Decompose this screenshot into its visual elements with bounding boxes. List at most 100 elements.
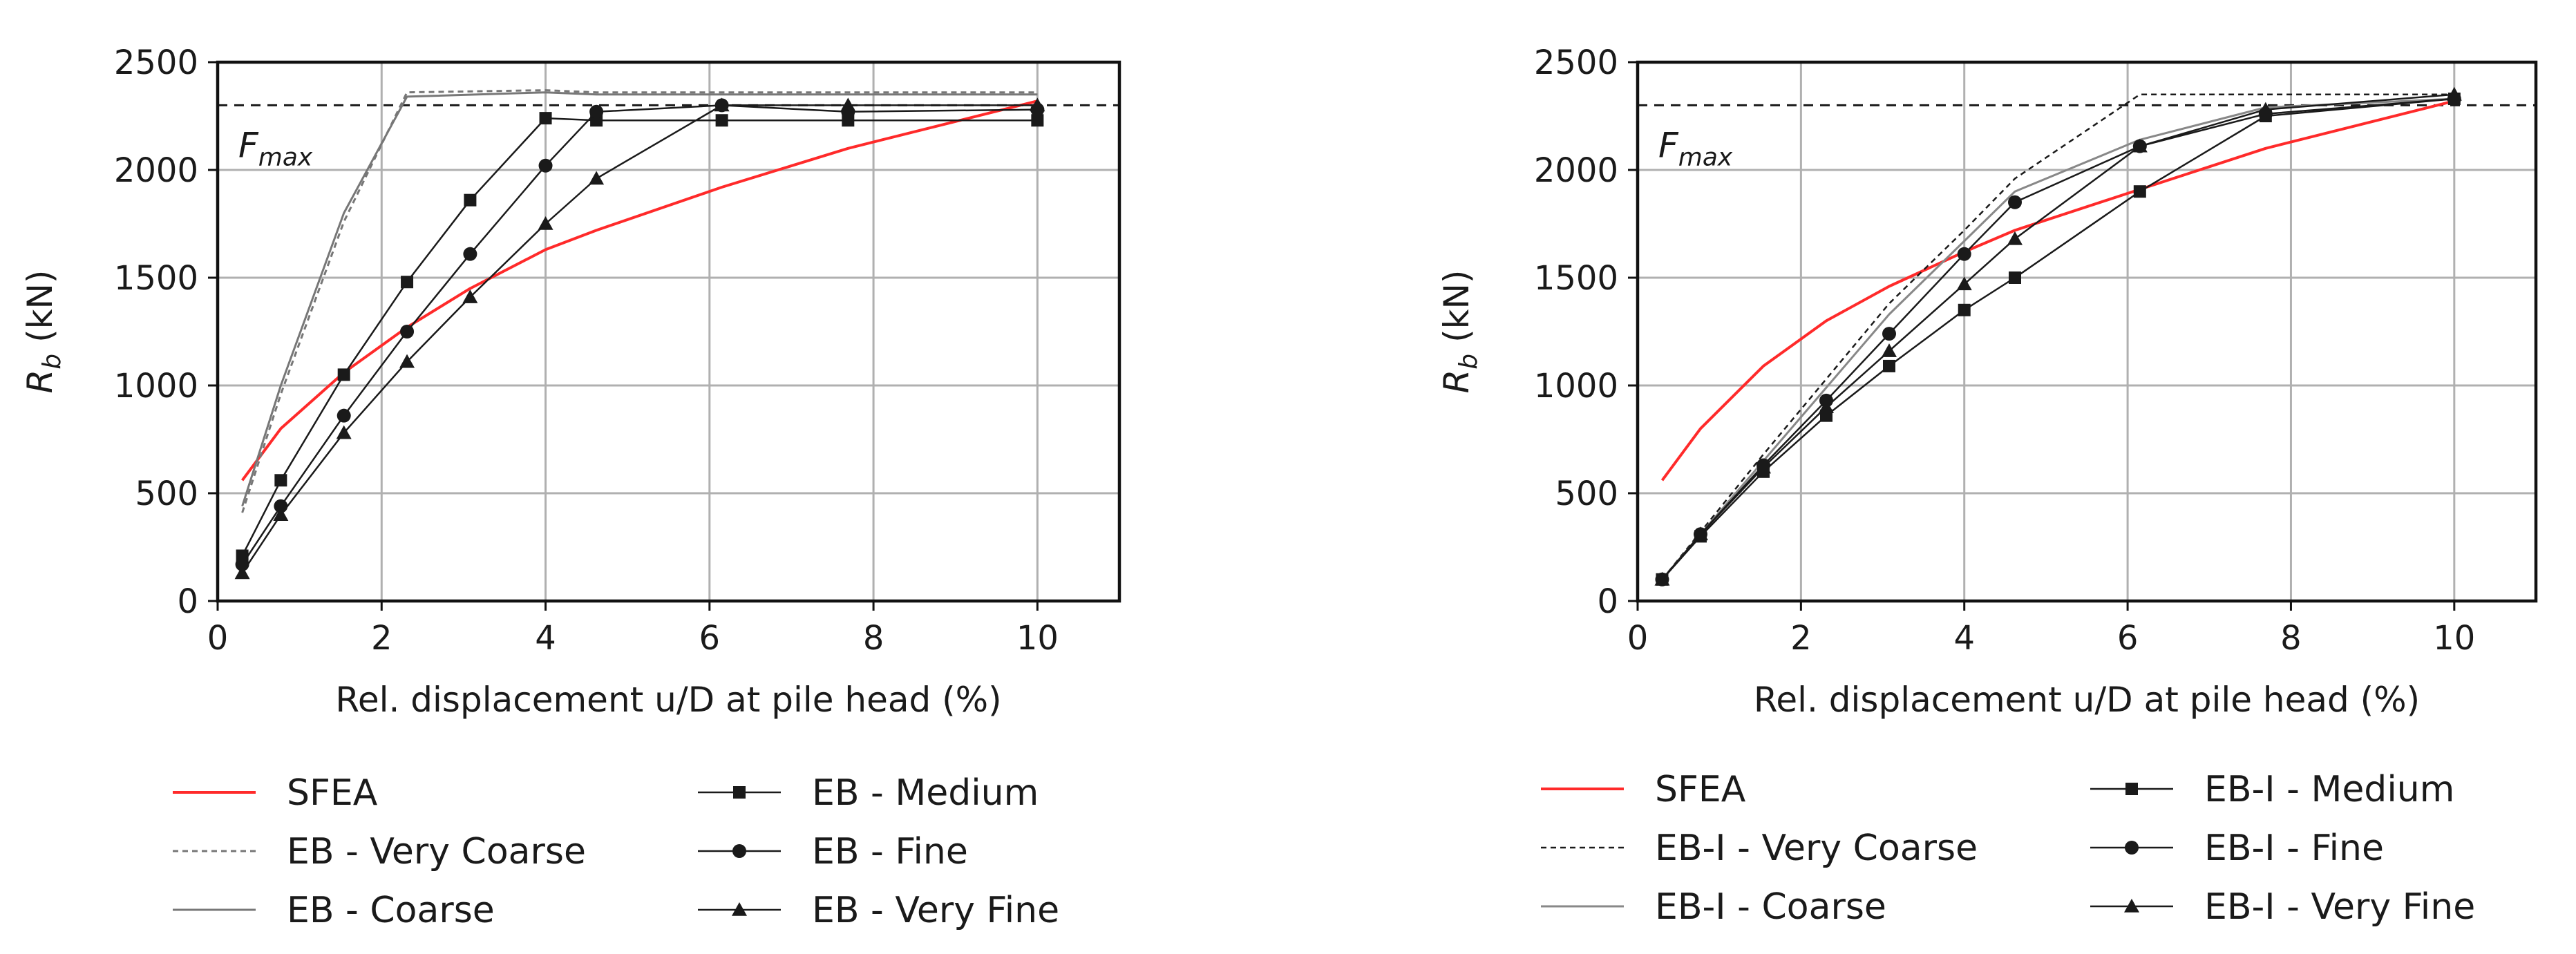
data-point-triangle [273, 507, 289, 521]
x-tick-label: 2 [371, 619, 392, 658]
series-line-5 [1661, 93, 2454, 580]
data-point-square [337, 368, 350, 381]
plot-area [1638, 62, 2536, 601]
data-point-square [2133, 185, 2146, 198]
series-line-2 [241, 91, 1038, 507]
data-point-triangle [462, 289, 478, 303]
data-point-square [274, 474, 287, 487]
data-point-circle [2008, 195, 2022, 209]
legend-item: EB-I - Very Coarse [1541, 828, 1978, 869]
x-tick-label: 8 [863, 619, 884, 658]
data-point-triangle [234, 565, 250, 580]
x-tick-label: 4 [535, 619, 556, 658]
y-tick-label: 2000 [1534, 151, 1618, 190]
data-point-triangle [1882, 343, 1897, 357]
data-point-triangle [1956, 276, 1972, 291]
data-point-circle [463, 247, 477, 261]
data-point-square [1958, 303, 1971, 316]
y-tick-label: 2000 [114, 151, 198, 190]
data-point-square [2009, 271, 2021, 284]
y-tick-label: 2500 [1534, 44, 1618, 82]
plot-area [218, 62, 1119, 601]
series-line-5 [241, 104, 1038, 574]
legend-item: EB - Very Fine [698, 890, 1059, 931]
legend-item: EB - Fine [698, 831, 968, 872]
data-point-triangle [2132, 138, 2148, 153]
data-point-circle [1957, 247, 1971, 261]
legend-item: EB - Very Coarse [173, 831, 586, 872]
series-line-3 [1661, 97, 2454, 580]
data-point-circle [589, 104, 604, 119]
series-line-2 [1661, 97, 2454, 580]
x-tick-label: 6 [2117, 619, 2139, 658]
x-tick-label: 2 [1790, 619, 1812, 658]
data-point-circle [337, 408, 351, 423]
series-line-0 [1660, 99, 2455, 481]
legend-label: EB - Medium [812, 772, 1039, 814]
x-tick-label: 4 [1953, 619, 1975, 658]
x-tick-label: 6 [699, 619, 721, 658]
data-point-circle [400, 325, 415, 338]
data-point-triangle [399, 354, 415, 368]
legend-item: EB-I - Medium [2090, 769, 2454, 810]
series-line-1 [1661, 93, 2454, 580]
legend-item: EB-I - Very Fine [2090, 886, 2475, 928]
series-line-3 [241, 117, 1038, 557]
legend-label: EB-I - Very Fine [2204, 886, 2475, 928]
y-tick-label: 0 [1597, 582, 1618, 621]
legend: SFEA EB - Very Coarse EB - Coarse EB - Medi… [173, 772, 1059, 931]
legend-label: EB-I - Coarse [1655, 886, 1886, 928]
x-tick-label: 0 [207, 619, 229, 658]
y-axis-title: Rb (kN) [1437, 270, 1483, 394]
data-point-square [1031, 114, 1044, 127]
legend-marker-square [2125, 783, 2138, 795]
legend-item: SFEA [1541, 769, 1746, 810]
series-line-4 [241, 104, 1038, 565]
data-point-triangle [840, 97, 856, 112]
legend-label: EB-I - Fine [2204, 828, 2384, 869]
legend-label: SFEA [1655, 769, 1746, 810]
data-point-triangle [2007, 231, 2023, 245]
y-axis-title: Rb (kN) [20, 270, 66, 394]
chart-left: Fmax 0 2 4 6 8 10 0 500 1000 1500 2000 2500 Rel. disp… [20, 44, 1121, 931]
legend-label: EB - Very Fine [812, 890, 1059, 931]
legend-label: EB - Coarse [287, 890, 495, 931]
legend-item: EB - Coarse [173, 890, 495, 931]
legend-label: EB - Fine [812, 831, 968, 872]
legend-label: EB-I - Medium [2204, 769, 2454, 810]
y-tick-label: 2500 [114, 44, 198, 82]
legend-item: EB-I - Fine [2090, 828, 2384, 869]
x-tick-label: 0 [1627, 619, 1649, 658]
x-tick-label: 10 [2433, 619, 2475, 658]
series-line-0 [240, 99, 1038, 481]
data-point-triangle [1819, 399, 1834, 413]
data-point-triangle [2257, 102, 2273, 116]
data-point-triangle [1654, 571, 1670, 586]
data-point-triangle [714, 97, 730, 112]
x-axis-title: Rel. displacement u/D at pile head (%) [335, 680, 1001, 720]
legend-label: SFEA [287, 772, 378, 814]
data-point-square [401, 276, 414, 289]
data-point-square [715, 114, 728, 127]
data-point-circle [1882, 327, 1896, 341]
fmax-subscript: max [258, 143, 313, 171]
legend: SFEA EB-I - Very Coarse EB-I - Coarse EB-I … [1541, 769, 2475, 928]
data-point-triangle [589, 171, 605, 185]
y-tick-label: 1000 [114, 367, 198, 406]
fmax-subscript: max [1678, 143, 1733, 171]
x-axis-title: Rel. displacement u/D at pile head (%) [1754, 680, 2420, 720]
data-point-triangle [2446, 86, 2462, 101]
legend-label: EB - Very Coarse [287, 831, 586, 872]
y-tick-label: 1500 [114, 259, 198, 298]
data-point-triangle [1756, 459, 1771, 474]
data-point-circle [538, 158, 553, 173]
legend-marker-triangle [732, 902, 747, 916]
y-tick-label: 1500 [1534, 259, 1618, 298]
legend-item: EB-I - Coarse [1541, 886, 1886, 928]
data-point-triangle [1030, 97, 1045, 112]
data-point-square [464, 193, 477, 207]
legend-marker-triangle [2124, 899, 2139, 913]
fmax-label: Fmax [238, 125, 313, 171]
